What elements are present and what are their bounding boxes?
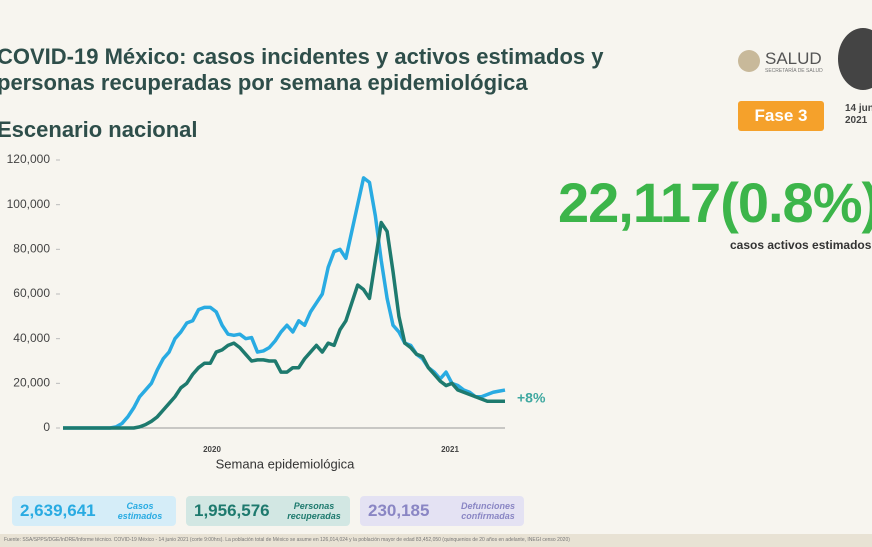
y-tick-label: 100,000 [7, 197, 51, 211]
logo-subtext: SECRETARÍA DE SALUD [765, 68, 823, 74]
y-tick-label: 0 [43, 420, 50, 434]
summary-value: 2,639,641 [20, 501, 96, 520]
title: personas recuperadas por semana epidemio… [0, 70, 528, 95]
y-tick-label: 60,000 [13, 286, 50, 300]
x-axis-label: Semana epidemiológica [216, 456, 356, 471]
annotation: +8% [517, 390, 546, 406]
y-tick-label: 120,000 [7, 152, 51, 166]
summary-value: 1,956,576 [194, 501, 270, 520]
title: COVID-19 México: casos incidentes y acti… [0, 44, 604, 69]
summary-label: Defunciones confirmadas [460, 501, 515, 521]
highlight-caption: casos activos estimados [730, 238, 872, 252]
summary-label: Casos estimados [117, 501, 163, 521]
phase-badge: Fase 3 [738, 101, 824, 131]
logo-mark [738, 50, 760, 72]
summary-box: 1,956,576 Personas recuperadas [186, 496, 350, 526]
chart: Semana epidemiológica 2020 2021 +8% 0 20,… [7, 152, 546, 471]
series-line [63, 220, 505, 430]
summary-label: Personas recuperadas [287, 501, 341, 521]
y-tick-label: 40,000 [13, 331, 50, 345]
emblem [838, 28, 872, 90]
series-line [63, 176, 506, 430]
summary-value: 230,185 [368, 501, 430, 520]
summary-box: 230,185 Defunciones confirmadas [360, 496, 524, 526]
date: 2021 [845, 115, 868, 126]
date: 14 junio [845, 103, 872, 114]
logo-text: SALUD [765, 49, 822, 68]
highlight-value: 22,117(0.8%) [558, 171, 872, 234]
summary-box: 2,639,641 Casos estimados [12, 496, 176, 526]
x-group-label: 2021 [441, 445, 459, 454]
subtitle: Escenario nacional [0, 117, 198, 142]
x-group-label: 2020 [203, 445, 221, 454]
y-tick-label: 20,000 [13, 376, 50, 390]
y-tick-label: 80,000 [13, 242, 50, 256]
footer: Fuente: SSA/SPPS/DGE/InDRE/Informe técni… [4, 537, 570, 543]
